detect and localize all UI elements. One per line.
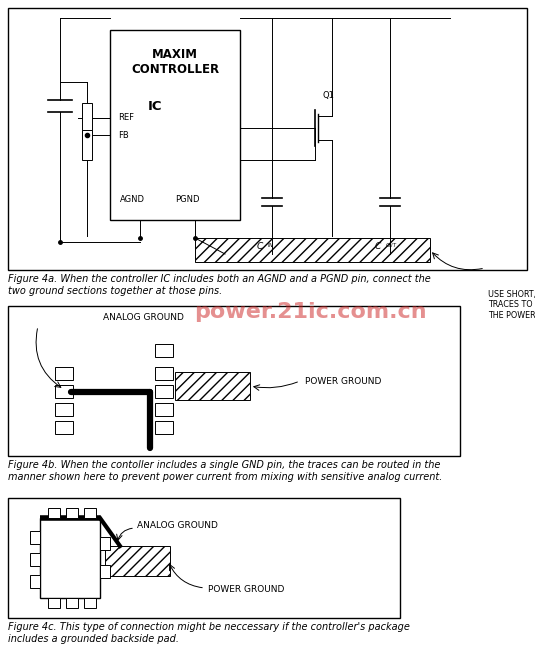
Text: REF: REF bbox=[118, 113, 134, 123]
Bar bbox=[8, 498, 400, 618]
Bar bbox=[84, 598, 96, 608]
Text: AGND: AGND bbox=[120, 196, 145, 205]
Bar bbox=[8, 8, 527, 270]
Text: ANALOG GROUND: ANALOG GROUND bbox=[137, 522, 218, 531]
Bar bbox=[100, 565, 110, 578]
Bar bbox=[155, 421, 173, 434]
Bar bbox=[195, 238, 430, 262]
Bar bbox=[66, 508, 78, 518]
Bar bbox=[30, 575, 40, 588]
Bar bbox=[84, 508, 96, 518]
Bar bbox=[40, 518, 100, 598]
Text: $C$: $C$ bbox=[256, 240, 264, 251]
Text: FB: FB bbox=[118, 130, 129, 140]
Text: $_{OUT}$: $_{OUT}$ bbox=[385, 242, 398, 250]
Bar bbox=[30, 531, 40, 544]
Text: Figure 4c. This type of connection might be neccessary if the controller's packa: Figure 4c. This type of connection might… bbox=[8, 622, 410, 644]
Bar bbox=[105, 546, 170, 576]
Bar bbox=[155, 367, 173, 380]
Bar bbox=[100, 537, 110, 550]
Text: Figure 4b. When the contoller includes a single GND pin, the traces can be route: Figure 4b. When the contoller includes a… bbox=[8, 460, 442, 482]
Text: $_{IN}$: $_{IN}$ bbox=[267, 242, 274, 250]
Text: POWER GROUND: POWER GROUND bbox=[208, 585, 285, 595]
Bar bbox=[55, 421, 73, 434]
Bar bbox=[48, 598, 60, 608]
Bar bbox=[66, 598, 78, 608]
Bar bbox=[30, 553, 40, 566]
Text: ANALOG GROUND: ANALOG GROUND bbox=[103, 314, 184, 323]
Text: USE SHORT, WIDE
TRACES TO CONNECT
THE POWER COMPONENTS: USE SHORT, WIDE TRACES TO CONNECT THE PO… bbox=[488, 290, 535, 319]
Bar bbox=[82, 130, 92, 160]
Bar bbox=[82, 103, 92, 133]
Text: Q1: Q1 bbox=[322, 91, 334, 100]
Text: Figure 4a. When the controller IC includes both an AGND and a PGND pin, connect : Figure 4a. When the controller IC includ… bbox=[8, 274, 431, 295]
Text: $C$: $C$ bbox=[374, 240, 382, 251]
Bar bbox=[55, 385, 73, 398]
Bar bbox=[175, 372, 250, 400]
Bar bbox=[55, 367, 73, 380]
Bar bbox=[110, 30, 240, 220]
Bar bbox=[155, 344, 173, 357]
Text: PGND: PGND bbox=[175, 196, 200, 205]
Text: power.21ic.com.cn: power.21ic.com.cn bbox=[194, 302, 426, 322]
Text: POWER GROUND: POWER GROUND bbox=[305, 376, 381, 385]
Bar bbox=[48, 508, 60, 518]
Bar bbox=[155, 403, 173, 416]
Text: MAXIM
CONTROLLER: MAXIM CONTROLLER bbox=[131, 48, 219, 76]
Bar bbox=[155, 385, 173, 398]
Bar bbox=[8, 306, 460, 456]
Text: IC: IC bbox=[148, 100, 163, 113]
Bar bbox=[55, 403, 73, 416]
